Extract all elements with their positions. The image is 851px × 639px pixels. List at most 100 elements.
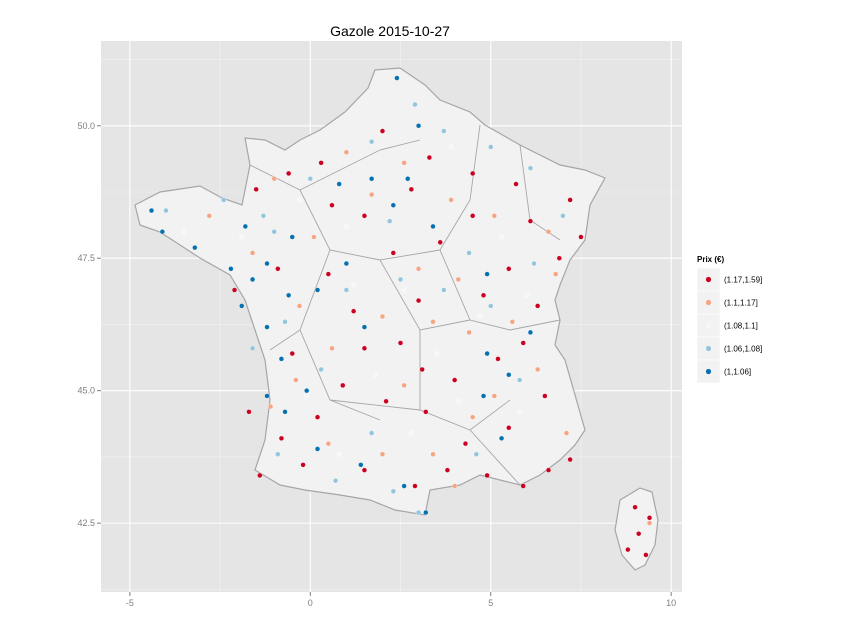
data-point [419, 366, 425, 373]
data-point [408, 430, 414, 436]
data-point [372, 372, 378, 378]
y-axis: 42.5 45.0 47.5 50.0 [77, 121, 101, 528]
data-point [358, 462, 364, 468]
data-point [250, 276, 256, 282]
legend-label: (1.06,1.08] [724, 345, 762, 354]
data-point [264, 260, 270, 267]
data-point [535, 303, 541, 309]
data-point [286, 292, 292, 298]
data-point [401, 382, 407, 388]
data-point [455, 398, 461, 404]
data-point [484, 472, 490, 478]
data-point [430, 319, 436, 325]
data-point [416, 123, 422, 129]
legend-swatch [705, 368, 712, 375]
data-point [444, 467, 450, 473]
y-tick-label: 50.0 [77, 121, 95, 131]
data-point [517, 409, 523, 415]
data-point [242, 223, 248, 229]
data-point [397, 276, 404, 282]
data-point [361, 467, 367, 473]
data-point [499, 234, 505, 240]
data-point [318, 160, 324, 166]
x-tick-label: 5 [488, 598, 493, 608]
france-map-outline [134, 67, 659, 571]
data-point [318, 366, 324, 373]
data-point [401, 287, 407, 293]
data-point [181, 229, 187, 235]
data-point [325, 271, 331, 277]
data-point [268, 404, 274, 410]
data-point [379, 313, 386, 320]
data-point [351, 282, 357, 288]
data-point [271, 176, 277, 182]
x-tick-label: -5 [126, 598, 134, 608]
data-point [253, 186, 259, 192]
data-point [257, 472, 263, 478]
data-point [390, 488, 396, 494]
data-point [434, 351, 440, 357]
data-point [506, 266, 512, 272]
data-point [412, 102, 418, 108]
data-point [531, 260, 537, 267]
data-point [264, 393, 270, 399]
data-point [455, 276, 461, 282]
legend-swatch [705, 299, 712, 306]
data-point [239, 234, 245, 240]
legend-swatch [705, 322, 712, 329]
data-point [383, 398, 389, 404]
data-point [509, 319, 515, 325]
data-point [336, 181, 342, 187]
data-point [369, 176, 375, 182]
data-point [416, 266, 422, 272]
data-point [390, 202, 396, 208]
data-point [452, 483, 458, 489]
data-point [304, 388, 310, 394]
data-points [148, 75, 653, 558]
legend-label: (1.17,1.59] [724, 276, 762, 285]
data-point [452, 377, 458, 383]
data-point [361, 324, 367, 330]
data-point [412, 483, 418, 489]
data-point [426, 155, 432, 161]
data-point [369, 192, 375, 198]
data-point [397, 340, 404, 346]
data-point [333, 478, 339, 484]
data-point [470, 213, 476, 219]
legend-swatch [705, 345, 712, 352]
data-point [343, 287, 349, 293]
data-point [361, 345, 367, 351]
data-point [286, 170, 292, 177]
data-point [148, 207, 155, 214]
data-point [520, 340, 526, 346]
data-point [282, 409, 288, 415]
data-point [278, 356, 284, 362]
data-point [275, 266, 281, 272]
data-point [311, 234, 317, 240]
data-point [264, 324, 270, 330]
data-point [495, 356, 501, 362]
x-axis: -5 0 5 10 [126, 592, 676, 608]
data-point [470, 414, 476, 420]
data-point [163, 207, 169, 214]
data-point [343, 260, 349, 267]
data-point [271, 229, 277, 235]
data-point [394, 75, 400, 81]
data-point [513, 181, 519, 187]
data-point [488, 144, 494, 150]
data-point [491, 213, 497, 219]
data-point [470, 170, 476, 177]
data-point [499, 435, 505, 441]
data-point [520, 483, 526, 489]
data-point [228, 266, 234, 272]
x-tick-label: 0 [308, 598, 313, 608]
data-point [567, 197, 573, 203]
data-point [506, 372, 512, 378]
data-point [423, 409, 429, 415]
data-point [307, 176, 313, 182]
data-point [553, 271, 559, 277]
data-point [369, 430, 375, 436]
data-point [329, 345, 335, 351]
data-point [560, 213, 566, 219]
